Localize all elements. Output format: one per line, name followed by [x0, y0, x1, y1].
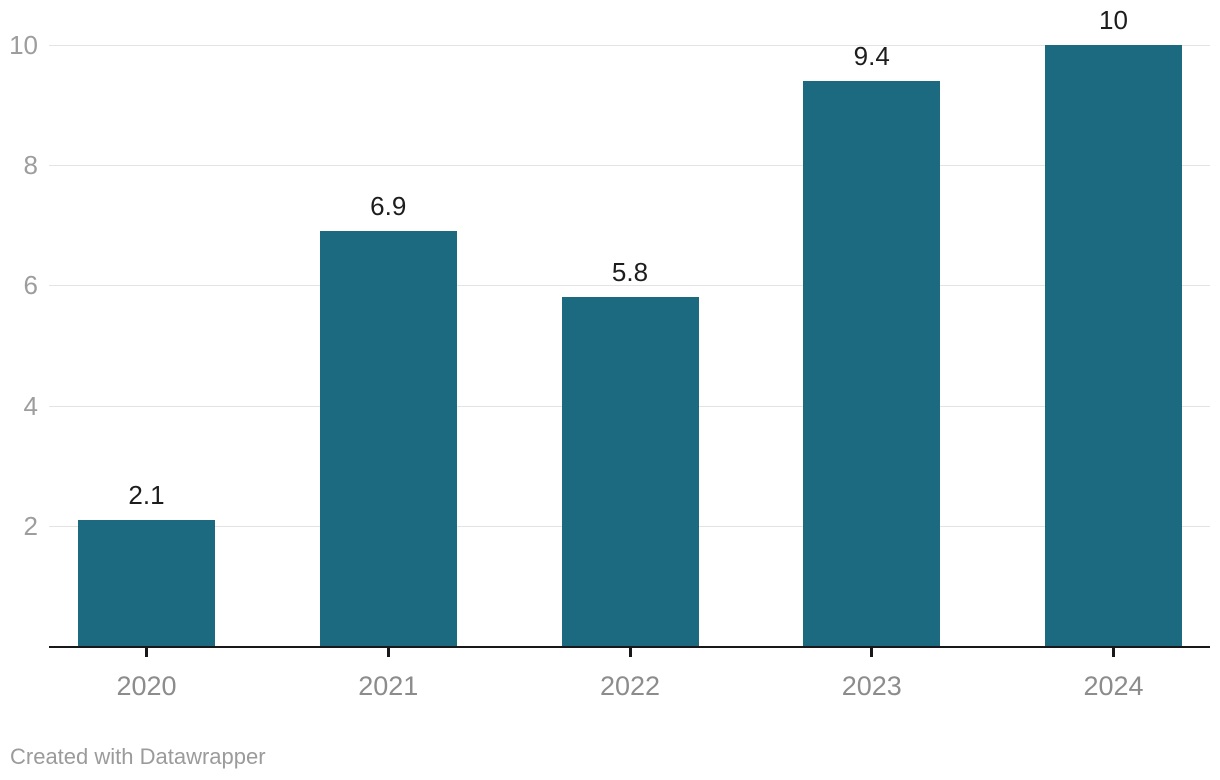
bar-value-label: 10: [1099, 5, 1128, 35]
bar-2021[interactable]: [319, 231, 457, 646]
x-axis-tick: [628, 648, 632, 657]
attribution-text: Created with Datawrapper: [10, 744, 266, 769]
x-axis-tick-label: 2020: [116, 671, 177, 701]
x-axis-tick-label: 2024: [1083, 671, 1144, 701]
gridline: [49, 165, 1210, 167]
bar-2024[interactable]: [1045, 45, 1182, 646]
y-axis-tick-label: 6: [23, 270, 38, 301]
x-axis-tick: [145, 648, 148, 657]
bar-value-label: 6.9: [370, 191, 407, 222]
y-axis-tick-label: 2: [23, 510, 38, 541]
x-axis-tick: [1112, 648, 1115, 657]
bar-value-label: 2.1: [128, 479, 165, 510]
bar-value-label: 9.4: [853, 41, 890, 72]
x-axis-tick-label: 2022: [599, 671, 661, 701]
bar-2022[interactable]: [561, 297, 699, 646]
y-axis-tick-label: 10: [9, 30, 38, 60]
y-axis-tick-label: 8: [23, 150, 38, 181]
x-axis-baseline: [49, 646, 1210, 648]
x-axis-tick-label: 2021: [358, 671, 419, 701]
gridline: [49, 285, 1210, 287]
x-axis-tick: [386, 648, 390, 657]
x-axis-tick: [870, 648, 874, 657]
bar-2023[interactable]: [803, 81, 941, 646]
x-axis-tick-label: 2023: [841, 671, 902, 701]
bar-2020[interactable]: [78, 519, 215, 646]
bar-value-label: 5.8: [611, 257, 649, 288]
y-axis-tick-label: 4: [23, 390, 38, 421]
gridline: [49, 45, 1210, 46]
